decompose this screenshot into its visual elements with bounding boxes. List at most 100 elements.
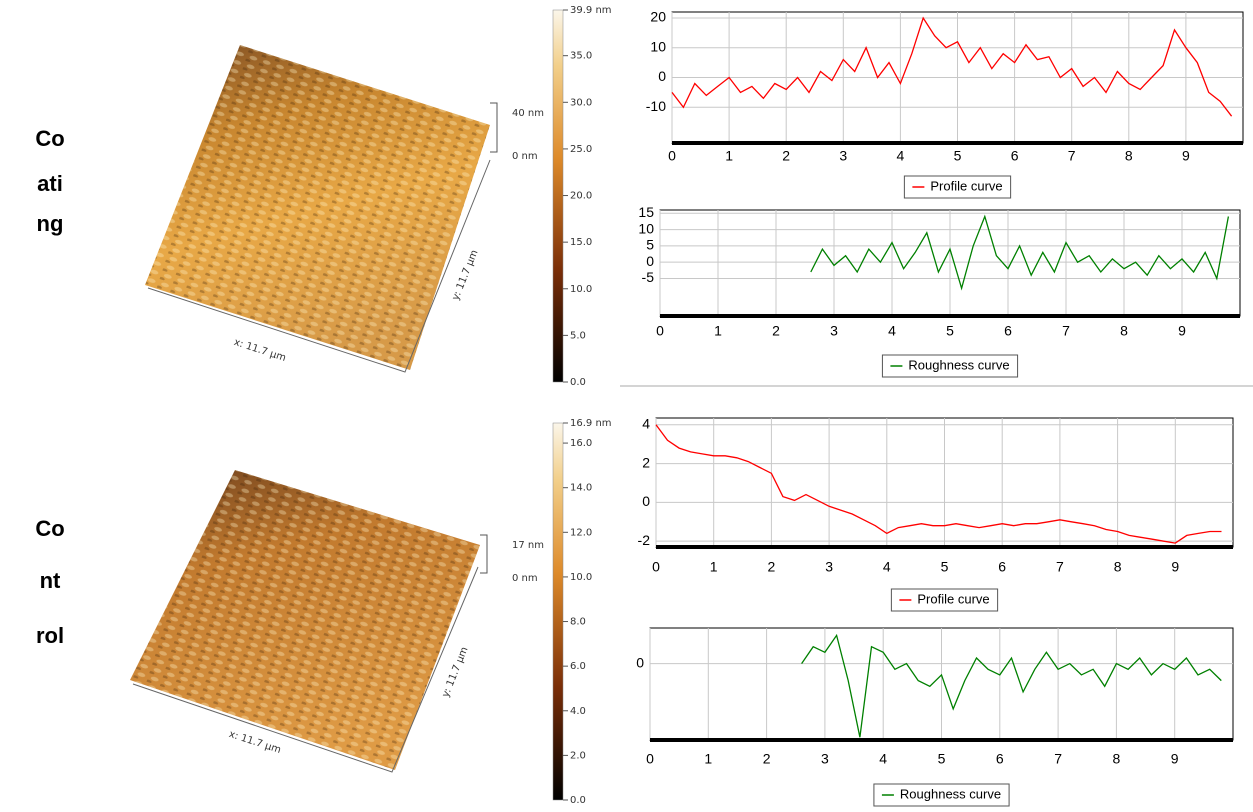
y-tick-label: 0 — [658, 68, 666, 84]
x-tick-label: 1 — [714, 323, 722, 339]
data-line — [655, 424, 1222, 544]
x-tick-label: 7 — [1056, 559, 1064, 575]
colorbar-tick-label: 16.9 nm — [570, 418, 612, 429]
legend: Roughness curve — [873, 783, 1010, 807]
x-axis-label: x: 11.7 µm — [227, 729, 282, 756]
legend-box — [873, 783, 1010, 807]
y-tick-label: 10 — [638, 220, 654, 236]
x-tick-label: 2 — [772, 323, 780, 339]
x-tick-label: 7 — [1054, 751, 1062, 767]
x-tick-label: 4 — [888, 323, 896, 339]
x-tick-label: 6 — [996, 751, 1004, 767]
colorbar — [552, 9, 564, 383]
y-tick-label: 0 — [642, 493, 650, 509]
y-tick-label: -5 — [642, 269, 655, 285]
row-label: ng — [37, 211, 64, 236]
colorbar-tick-label: 20.0 — [570, 191, 592, 202]
legend-label: Roughness curve — [900, 786, 1001, 801]
y-tick-label: 5 — [646, 237, 654, 253]
y-tick-label: 0 — [646, 253, 654, 269]
legend-box — [890, 588, 999, 612]
x-tick-label: 0 — [646, 751, 654, 767]
colorbar-tick-label: 8.0 — [570, 617, 586, 628]
height-label: 0 nm — [512, 151, 538, 162]
height-label: 17 nm — [512, 540, 544, 551]
x-tick-label: 7 — [1068, 148, 1076, 164]
x-tick-label: 9 — [1178, 323, 1186, 339]
x-tick-label: 4 — [883, 559, 891, 575]
y-axis-label: y: 11.7 µm — [440, 645, 470, 699]
x-tick-label: 1 — [710, 559, 718, 575]
x-tick-label: 3 — [821, 751, 829, 767]
legend-label: Profile curve — [930, 178, 1002, 193]
legend-box — [903, 175, 1012, 199]
x-tick-label: 6 — [1011, 148, 1019, 164]
x-axis-label: x: 11.7 µm — [232, 337, 287, 364]
row-label: Co — [35, 516, 64, 541]
y-tick-label: 15 — [638, 204, 654, 220]
colorbar-tick-label: 6.0 — [570, 661, 586, 672]
colorbar-tick-label: 2.0 — [570, 750, 586, 761]
x-tick-label: 0 — [656, 323, 664, 339]
colorbar-tick-label: 39.9 nm — [570, 5, 612, 16]
x-tick-label: 5 — [954, 148, 962, 164]
legend-label: Profile curve — [917, 591, 989, 606]
y-tick-label: 2 — [642, 454, 650, 470]
x-tick-label: 1 — [725, 148, 733, 164]
x-tick-label: 2 — [782, 148, 790, 164]
colorbar-tick-label: 25.0 — [570, 144, 592, 155]
height-label: 40 nm — [512, 108, 544, 119]
x-tick-label: 0 — [652, 559, 660, 575]
colorbar-tick-label: 0.0 — [570, 377, 586, 388]
colorbar-tick-label: 10.0 — [570, 572, 592, 583]
colorbar-tick-label: 16.0 — [570, 438, 592, 449]
x-tick-label: 3 — [830, 323, 838, 339]
colorbar — [552, 422, 564, 801]
colorbar-tick-label: 15.0 — [570, 237, 592, 248]
x-tick-label: 8 — [1125, 148, 1133, 164]
x-tick-label: 0 — [668, 148, 676, 164]
x-tick-label: 6 — [1004, 323, 1012, 339]
y-tick-label: 4 — [642, 415, 650, 431]
x-tick-label: 8 — [1113, 751, 1121, 767]
x-tick-label: 4 — [897, 148, 905, 164]
legend-box — [881, 354, 1019, 378]
x-tick-label: 1 — [704, 751, 712, 767]
colorbar-tick-label: 10.0 — [570, 284, 592, 295]
colorbar-tick-label: 30.0 — [570, 97, 592, 108]
x-tick-label: 9 — [1171, 751, 1179, 767]
x-tick-label: 2 — [763, 751, 771, 767]
colorbar-tick-label: 12.0 — [570, 527, 592, 538]
x-tick-label: 8 — [1114, 559, 1122, 575]
y-tick-label: -10 — [646, 98, 666, 114]
x-tick-label: 2 — [768, 559, 776, 575]
colorbar-tick-label: 5.0 — [570, 330, 586, 341]
x-tick-label: 8 — [1120, 323, 1128, 339]
row-label: nt — [40, 568, 61, 593]
afm-surface-coating — [145, 45, 498, 373]
x-tick-label: 3 — [825, 559, 833, 575]
x-tick-label: 5 — [938, 751, 946, 767]
x-tick-label: 4 — [879, 751, 887, 767]
data-line — [810, 214, 1230, 291]
data-line — [801, 633, 1222, 738]
y-tick-label: 0 — [636, 654, 644, 670]
y-tick-label: 20 — [650, 9, 666, 25]
y-tick-label: 10 — [650, 38, 666, 54]
x-tick-label: 5 — [941, 559, 949, 575]
x-tick-label: 9 — [1171, 559, 1179, 575]
colorbar-tick-label: 35.0 — [570, 51, 592, 62]
height-label: 0 nm — [512, 573, 538, 584]
y-tick-label: -2 — [638, 532, 651, 548]
x-tick-label: 3 — [839, 148, 847, 164]
legend: Profile curve — [890, 588, 999, 612]
afm-surface-control — [130, 470, 488, 773]
colorbar-tick-label: 4.0 — [570, 706, 586, 717]
x-tick-label: 7 — [1062, 323, 1070, 339]
y-axis-label: y: 11.7 µm — [450, 248, 480, 302]
legend: Profile curve — [903, 175, 1012, 199]
row-label: Co — [35, 126, 64, 151]
x-tick-label: 5 — [946, 323, 954, 339]
row-label: ati — [37, 171, 63, 196]
